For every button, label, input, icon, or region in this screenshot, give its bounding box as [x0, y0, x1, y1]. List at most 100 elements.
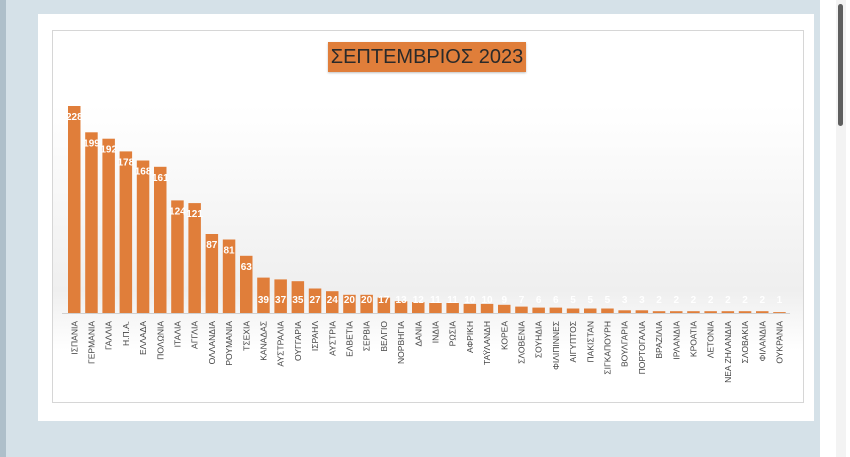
- category-label: ΙΣΡΑΗΛ: [310, 321, 320, 351]
- bar: [240, 255, 253, 313]
- bar: [738, 311, 752, 313]
- category-label: ΝΕΑ ΖΗΛΑΝΔΙΑ: [723, 321, 733, 383]
- category-label: ΦΙΛΑΝΔΙΑ: [757, 321, 767, 362]
- bar: [635, 310, 649, 313]
- category-label: ΓΕΡΜΑΝΙΑ: [87, 321, 97, 364]
- bar: [566, 308, 580, 313]
- bar-value-label: 9: [502, 295, 508, 306]
- category-label: ΕΛΛΑΔΑ: [138, 321, 148, 355]
- bar: [222, 239, 236, 313]
- bar-value-label: 10: [464, 295, 476, 306]
- category-label: ΣΕΡΒΙΑ: [362, 321, 372, 352]
- bar-value-label: 3: [639, 295, 645, 306]
- category-label: ΟΥΓΓΑΡΙΑ: [293, 321, 303, 361]
- category-label: ΑΦΡΙΚΗ: [465, 321, 475, 353]
- category-label: ΠΟΡΤΟΓΑΛΙΑ: [637, 321, 647, 375]
- bar: [687, 311, 700, 313]
- bar-value-label: 2: [656, 295, 662, 306]
- category-label: ΕΛΒΕΤΙΑ: [344, 321, 354, 357]
- bar: [601, 308, 614, 313]
- bar: [68, 106, 81, 313]
- bar: [773, 312, 786, 313]
- bar-value-label: 2: [725, 295, 731, 306]
- bar: [670, 311, 683, 313]
- bar-value-label: 2: [708, 295, 714, 306]
- category-label: ΑΙΓΥΠΤΟΣ: [568, 321, 578, 362]
- vertical-scrollbar[interactable]: [836, 0, 846, 457]
- category-label: ΑΥΣΤΡΑΛΙΑ: [276, 321, 286, 367]
- category-label: ΒΕΛΓΙΟ: [379, 321, 389, 352]
- bar-value-label: 228: [66, 112, 83, 123]
- bar: [394, 301, 408, 313]
- category-label: ΝΟΡΒΗΓΙΑ: [396, 321, 406, 364]
- category-label: ΛΕΤΟΝΙΑ: [706, 321, 716, 358]
- category-label: ΦΙΛΙΠΙΝΝΕΣ: [551, 321, 561, 370]
- category-label: ΡΟΥΜΑΝΙΑ: [224, 321, 234, 366]
- category-label: ΑΓΓΛΙΑ: [190, 321, 200, 349]
- bar: [326, 291, 339, 313]
- bar: [429, 303, 442, 313]
- category-label: ΟΛΛΑΝΔΙΑ: [207, 321, 217, 365]
- category-label: ΙΡΛΑΝΔΙΑ: [671, 321, 681, 360]
- bar-value-label: 13: [396, 295, 408, 306]
- bar-value-label: 192: [100, 145, 117, 156]
- bar: [85, 132, 98, 313]
- bar-value-label: 2: [742, 295, 748, 306]
- category-label: ΤΑΫΛΑΝΔΗ: [482, 321, 492, 365]
- bar: [532, 307, 545, 313]
- bar: [205, 234, 219, 313]
- bar: [756, 311, 769, 313]
- bar-value-label: 5: [588, 295, 594, 306]
- category-label: ΙΝΔΙΑ: [430, 321, 440, 344]
- category-label: ΒΟΥΛΓΑΡΙΑ: [620, 321, 630, 367]
- bar: [480, 303, 494, 313]
- category-label: ΣΟΥΗΔΙΑ: [534, 321, 544, 358]
- bar-value-label: 27: [309, 295, 321, 306]
- category-label: ΠΟΛΩΝΙΑ: [155, 321, 165, 360]
- bar: [308, 288, 322, 313]
- category-label: ΣΙΓΚΑΠΟΥΡΗ: [602, 321, 612, 375]
- category-label: ΣΛΟΒΕΝΙΑ: [517, 321, 527, 364]
- category-label: ΚΟΡΕΑ: [499, 321, 509, 350]
- bar: [618, 310, 631, 313]
- bar: [171, 200, 184, 313]
- bar-value-label: 39: [258, 295, 270, 306]
- bar-value-label: 178: [117, 157, 134, 168]
- bar: [412, 302, 425, 313]
- bar-value-label: 11: [430, 295, 441, 306]
- bar: [652, 311, 666, 313]
- bar: [274, 279, 287, 313]
- bar-value-label: 87: [206, 240, 218, 251]
- bar-value-label: 63: [241, 262, 253, 273]
- category-label: ΓΑΛΛΙΑ: [104, 321, 114, 350]
- bar: [136, 160, 150, 313]
- window-left-edge: [0, 0, 6, 457]
- bar-value-label: 2: [691, 295, 697, 306]
- bar-value-label: 1: [777, 295, 783, 306]
- bar-value-label: 20: [361, 295, 373, 306]
- bar-value-label: 6: [536, 295, 542, 306]
- bar: [721, 311, 735, 313]
- bar-value-label: 161: [152, 173, 169, 184]
- bar: [360, 294, 373, 313]
- bar-value-label: 199: [83, 138, 100, 149]
- bar-value-label: 124: [169, 206, 186, 217]
- bar-value-label: 2: [674, 295, 680, 306]
- category-label: ΔΑΝΙΑ: [413, 321, 423, 347]
- category-label: ΚΡΟΑΤΙΑ: [688, 321, 698, 357]
- bar: [119, 151, 133, 313]
- category-label: ΠΑΚΙΣΤΑΝ: [585, 321, 595, 362]
- chart-title: ΣΕΠΤΕΜΒΡΙΟΣ 2023: [328, 42, 526, 72]
- bar-value-label: 2: [760, 295, 766, 306]
- bar: [463, 303, 477, 313]
- bar-value-label: 5: [570, 295, 576, 306]
- category-label: ΙΣΠΑΝΙΑ: [69, 321, 79, 355]
- bar: [515, 306, 528, 313]
- bar-value-label: 17: [378, 295, 390, 306]
- category-label: ΤΣΕΧΙΑ: [241, 321, 251, 351]
- category-label: ΡΩΣΙΑ: [448, 321, 458, 347]
- bar-value-label: 37: [275, 295, 287, 306]
- bar-value-label: 20: [344, 295, 356, 306]
- scrollbar-thumb[interactable]: [838, 4, 843, 126]
